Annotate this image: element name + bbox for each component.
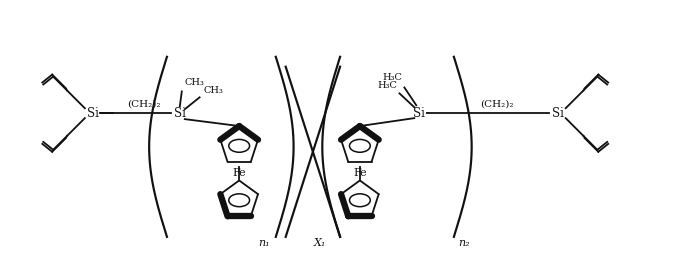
Text: X₁: X₁: [314, 238, 327, 248]
Text: CH₃: CH₃: [204, 86, 223, 95]
Text: (CH₂)₂: (CH₂)₂: [480, 99, 513, 108]
Text: n₁: n₁: [258, 238, 269, 248]
Text: H₃C: H₃C: [378, 81, 397, 90]
Text: (CH₂)₂: (CH₂)₂: [128, 99, 161, 108]
Text: -: -: [98, 108, 103, 118]
Text: Fe: Fe: [232, 168, 246, 178]
Text: Si: Si: [87, 107, 98, 120]
Text: n₂: n₂: [458, 238, 470, 248]
Text: H₃C: H₃C: [383, 73, 403, 81]
Text: Si: Si: [552, 107, 564, 120]
Text: Si: Si: [413, 107, 425, 120]
Text: Fe: Fe: [353, 168, 366, 178]
Text: Si: Si: [174, 107, 186, 120]
Text: -: -: [101, 109, 105, 119]
Text: -: -: [425, 108, 429, 118]
Text: CH₃: CH₃: [185, 79, 205, 87]
